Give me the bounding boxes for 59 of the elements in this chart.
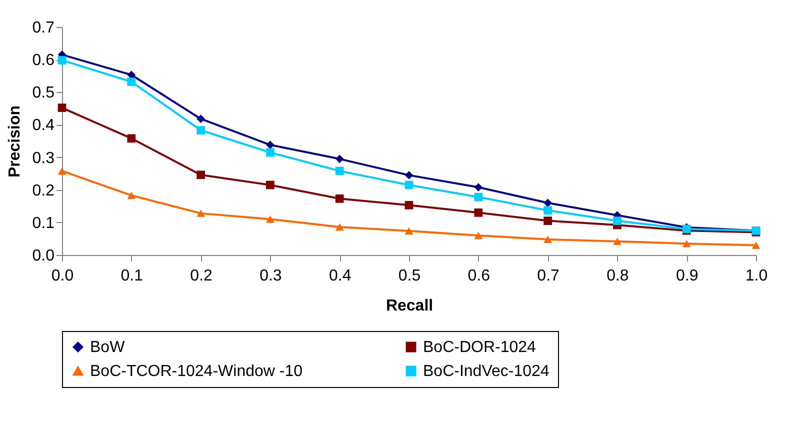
x-tick-label: 0.1 [120,268,144,284]
point [196,210,205,217]
point [196,170,205,180]
point [335,166,344,176]
y-tick-label: 0.6 [32,52,55,70]
y-tick-label: 0.4 [32,117,55,134]
point [404,227,414,235]
point [127,78,136,86]
point [544,198,552,208]
point [404,180,414,190]
point [266,180,274,190]
x-tick-label: 1.0 [745,268,768,284]
point [544,216,552,225]
point [266,148,274,157]
x-tick-label: 0.9 [676,268,698,284]
point [474,192,483,202]
point [474,208,483,217]
point [266,140,274,150]
point [335,194,344,203]
point [58,56,66,64]
y-axis-title: Precision [6,105,24,178]
y-tick-label: 0.7 [32,20,55,36]
point [752,242,760,249]
y-tick-label: 0.0 [32,248,55,264]
point [474,232,483,240]
point [266,216,274,223]
x-tick-label: 0.5 [398,268,421,284]
x-axis-title: Recall [386,298,434,314]
point [335,223,344,231]
legend-label: BoW [90,339,126,356]
y-tick-label: 0.2 [32,182,55,200]
point [544,236,552,243]
x-tick-label: 0.4 [328,268,352,284]
legend-label: BoC-IndVec-1024 [423,363,550,380]
x-tick-label: 0.0 [51,268,74,284]
point [474,183,483,192]
legend-label: BoC-TCOR-1024-Window -10 [90,363,303,380]
point [127,192,136,200]
x-tick-label: 0.2 [190,268,213,284]
legend-label: BoC-DOR-1024 [423,339,536,356]
point [613,216,622,225]
point [335,154,344,164]
point [196,114,205,124]
x-tick-label: 0.8 [606,268,629,284]
x-tick-label: 0.6 [468,268,490,284]
y-tick-label: 0.3 [32,150,55,167]
x-tick-label: 0.3 [260,268,282,284]
point [613,238,622,245]
point [58,104,66,112]
point [544,206,552,215]
point [404,171,414,180]
point [196,126,205,134]
point [682,240,691,248]
point [127,134,136,143]
point [404,200,414,210]
point [58,167,66,175]
y-tick-label: 0.5 [32,84,55,102]
y-tick-label: 0.1 [32,214,55,232]
x-tick-label: 0.7 [537,268,560,284]
